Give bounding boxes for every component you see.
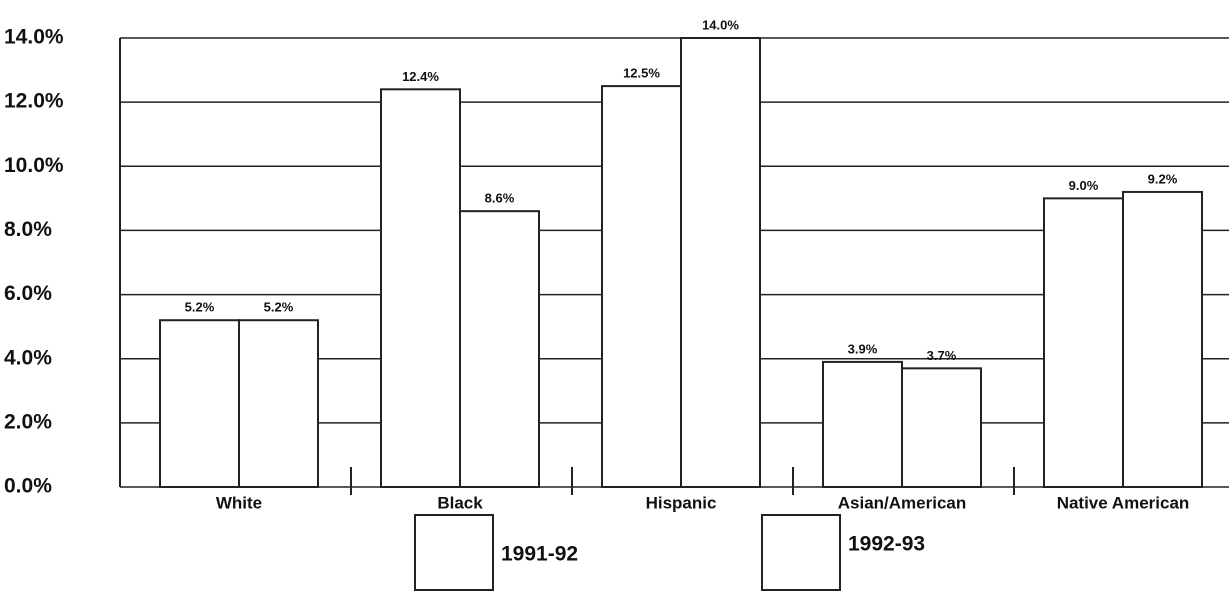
y-tick-label: 14.0% (4, 26, 64, 49)
value-label: 9.2% (1148, 171, 1178, 186)
value-label: 5.2% (264, 300, 294, 315)
x-tick-label: Asian/American (838, 493, 967, 512)
bar (680, 37, 761, 488)
value-label: 8.6% (485, 191, 515, 206)
x-tick-label: Hispanic (646, 493, 717, 512)
legend-label: 1991-92 (501, 543, 578, 566)
x-tick-label: Black (437, 493, 483, 512)
bar (601, 85, 682, 488)
y-tick-label: 4.0% (4, 346, 52, 369)
y-tick-label: 2.0% (4, 410, 52, 433)
bar (380, 88, 461, 488)
legend-swatch (761, 514, 841, 591)
value-label: 5.2% (185, 300, 215, 315)
x-tick-label: White (216, 493, 262, 512)
value-label: 12.4% (402, 69, 439, 84)
y-tick-label: 0.0% (4, 475, 52, 498)
y-tick-label: 12.0% (4, 90, 64, 113)
bar (459, 210, 540, 489)
y-tick-label: 10.0% (4, 154, 64, 177)
bar (1122, 190, 1203, 488)
value-label: 14.0% (702, 17, 739, 32)
value-label: 3.7% (927, 348, 957, 363)
x-tick-label: Native American (1057, 493, 1190, 512)
bar (901, 367, 982, 489)
y-tick-label: 6.0% (4, 282, 52, 305)
bar (159, 319, 240, 488)
y-tick-label: 8.0% (4, 218, 52, 241)
bar (1043, 197, 1124, 488)
legend-label: 1992-93 (848, 533, 925, 556)
bar (238, 319, 319, 488)
legend-swatch (414, 514, 494, 591)
bar (822, 360, 903, 488)
value-label: 12.5% (623, 66, 660, 81)
value-label: 3.9% (848, 341, 878, 356)
value-label: 9.0% (1069, 178, 1099, 193)
